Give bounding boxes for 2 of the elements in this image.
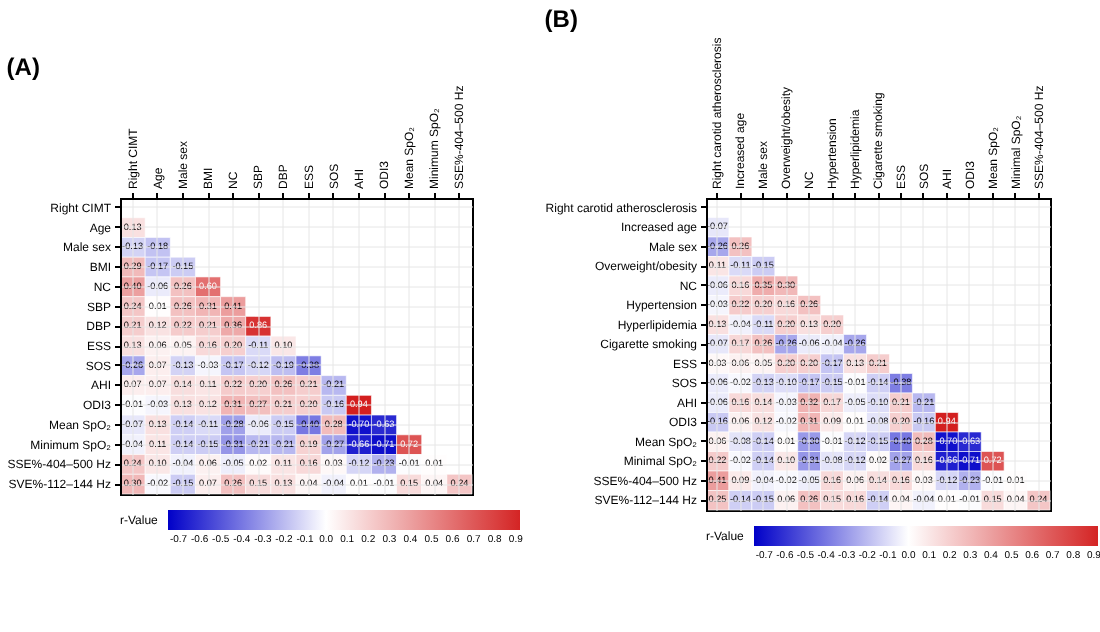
chart-title: (B) (544, 4, 578, 33)
chart-title: (A) (6, 52, 40, 81)
